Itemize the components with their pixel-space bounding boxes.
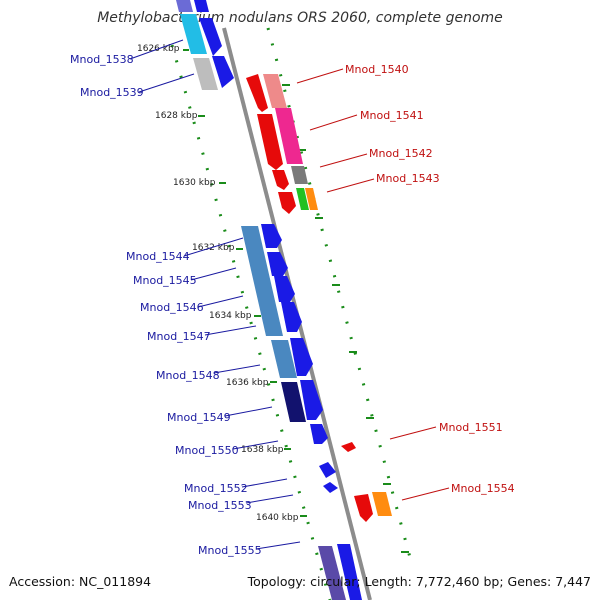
gene-feature[interactable] bbox=[291, 166, 308, 184]
gene-feature[interactable] bbox=[193, 58, 218, 90]
gene-arrow[interactable] bbox=[278, 192, 296, 214]
leader-line bbox=[326, 178, 375, 193]
gene-arrow[interactable] bbox=[272, 170, 289, 190]
reverse-gene-group bbox=[246, 74, 392, 522]
gene-label[interactable]: Mnod_1555 bbox=[198, 544, 262, 557]
gene-arrow[interactable] bbox=[319, 462, 336, 478]
tick-label: 1636 kbp bbox=[226, 378, 269, 388]
gene-arrow[interactable] bbox=[290, 338, 313, 376]
leader-line bbox=[241, 478, 288, 488]
gene-feature[interactable] bbox=[241, 226, 283, 336]
gene-label[interactable]: Mnod_1554 bbox=[451, 482, 515, 495]
gene-arrow[interactable] bbox=[257, 114, 283, 170]
leader-line bbox=[183, 237, 244, 257]
tick-label: 1640 kbp bbox=[256, 513, 299, 523]
right-label-group: Mnod_1540 Mnod_1541 Mnod_1542 Mnod_1543 … bbox=[296, 63, 515, 501]
tick-label: 1628 kbp bbox=[155, 111, 198, 121]
gene-label[interactable]: Mnod_1552 bbox=[184, 482, 248, 495]
gene-label[interactable]: Mnod_1540 bbox=[345, 63, 409, 76]
gene-label[interactable]: Mnod_1546 bbox=[140, 301, 204, 314]
gene-label[interactable]: Mnod_1545 bbox=[133, 274, 197, 287]
accession-text: Accession: NC_011894 bbox=[9, 574, 151, 589]
gene-arrow[interactable] bbox=[274, 276, 295, 302]
map-title: Methylobacterium nodulans ORS 2060, comp… bbox=[97, 10, 503, 26]
tick-label: 1638 kbp bbox=[241, 445, 284, 455]
gene-feature[interactable] bbox=[180, 14, 207, 54]
leader-line bbox=[232, 440, 279, 450]
leader-line bbox=[309, 114, 358, 131]
gene-label[interactable]: Mnod_1539 bbox=[80, 86, 144, 99]
gene-label[interactable]: Mnod_1551 bbox=[439, 421, 503, 434]
leader-line bbox=[319, 153, 368, 168]
leader-line bbox=[213, 364, 261, 374]
gene-arrow[interactable] bbox=[194, 0, 209, 12]
gene-arrow[interactable] bbox=[212, 56, 234, 88]
gene-label[interactable]: Mnod_1550 bbox=[175, 444, 239, 457]
gene-arrow[interactable] bbox=[246, 74, 268, 112]
left-dotted-track bbox=[170, 44, 332, 600]
gene-label[interactable]: Mnod_1547 bbox=[147, 330, 211, 343]
gene-arrow[interactable] bbox=[267, 252, 288, 276]
leader-line bbox=[204, 325, 257, 336]
gene-label[interactable]: Mnod_1549 bbox=[167, 411, 231, 424]
tick-label: 1630 kbp bbox=[173, 178, 216, 188]
gene-arrow[interactable] bbox=[354, 494, 373, 522]
gene-feature[interactable] bbox=[271, 340, 297, 378]
gene-arrow[interactable] bbox=[199, 18, 222, 56]
gene-label[interactable]: Mnod_1548 bbox=[156, 369, 220, 382]
forward-gene-group bbox=[176, 0, 362, 600]
leader-line bbox=[296, 68, 344, 84]
leader-line bbox=[190, 267, 237, 281]
gene-arrow[interactable] bbox=[261, 224, 282, 248]
leader-line bbox=[245, 494, 294, 504]
gene-arrow[interactable] bbox=[337, 544, 362, 600]
gene-feature[interactable] bbox=[296, 188, 309, 210]
gene-feature[interactable] bbox=[305, 188, 318, 210]
tick-label: 1634 kbp bbox=[209, 311, 252, 321]
gene-label[interactable]: Mnod_1542 bbox=[369, 147, 433, 160]
left-label-group: Mnod_1538 Mnod_1539 Mnod_1544 Mnod_1545 … bbox=[70, 39, 301, 557]
gene-feature[interactable] bbox=[176, 0, 193, 12]
gene-feature[interactable] bbox=[372, 492, 392, 516]
leader-line bbox=[138, 73, 195, 93]
leader-line bbox=[197, 295, 244, 308]
leader-line bbox=[255, 541, 301, 550]
gene-label[interactable]: Mnod_1544 bbox=[126, 250, 190, 263]
gene-arrow[interactable] bbox=[341, 442, 356, 452]
gene-arrow[interactable] bbox=[323, 482, 338, 493]
summary-text: Topology: circular; Length: 7,772,460 bp… bbox=[247, 574, 591, 589]
gene-feature[interactable] bbox=[281, 382, 306, 422]
gene-arrow[interactable] bbox=[310, 424, 328, 444]
gene-feature[interactable] bbox=[263, 74, 287, 108]
leader-line bbox=[401, 487, 450, 501]
gene-label[interactable]: Mnod_1541 bbox=[360, 109, 424, 122]
leader-line bbox=[129, 39, 184, 60]
leader-line bbox=[224, 406, 273, 417]
tick-label: 1632 kbp bbox=[192, 243, 235, 253]
gene-arrow[interactable] bbox=[281, 302, 302, 332]
leader-line bbox=[389, 426, 437, 440]
gene-label[interactable]: Mnod_1553 bbox=[188, 499, 252, 512]
gene-feature[interactable] bbox=[275, 108, 303, 164]
gene-label[interactable]: Mnod_1543 bbox=[376, 172, 440, 185]
gene-feature[interactable] bbox=[318, 546, 346, 600]
gene-arrow[interactable] bbox=[300, 380, 323, 420]
gene-label[interactable]: Mnod_1538 bbox=[70, 53, 134, 66]
